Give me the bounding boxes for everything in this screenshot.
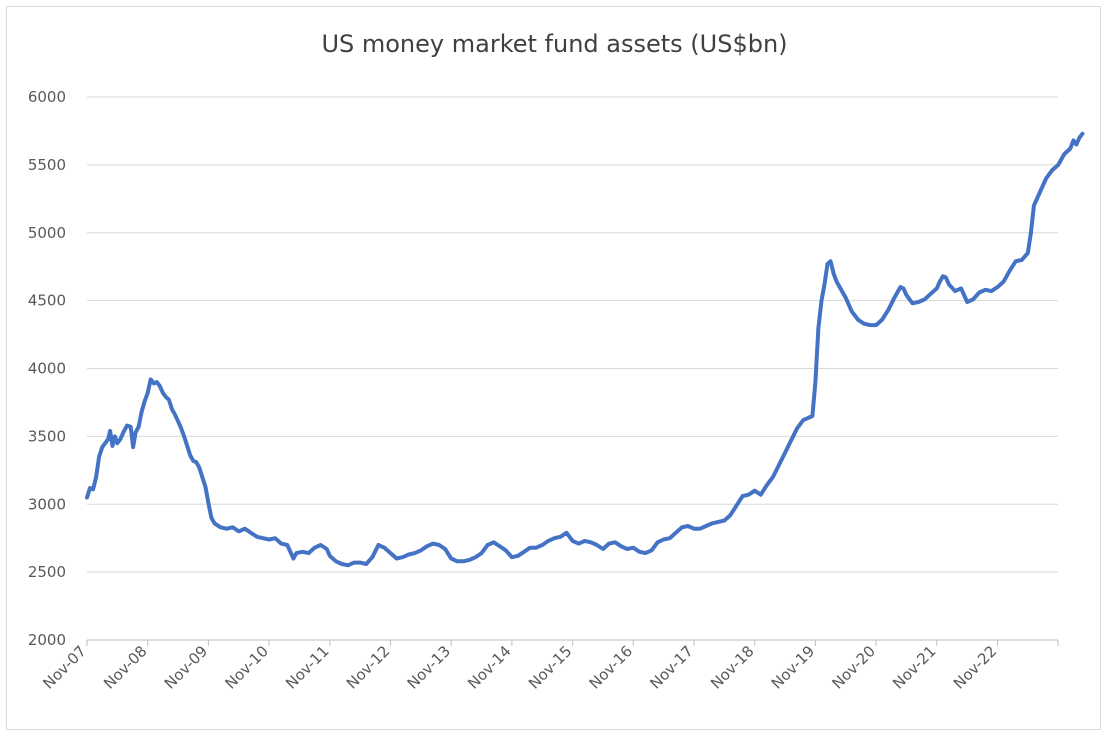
x-tick-label: Nov-07 <box>39 642 89 692</box>
tick-labels: 2000 2500 3000 3500 4000 4500 5000 5500 6000 Nov-… <box>28 88 1001 693</box>
x-tick-label: Nov-20 <box>828 642 878 692</box>
x-tick-label: Nov-19 <box>768 642 818 692</box>
x-tick-label: Nov-17 <box>646 642 696 692</box>
x-tick-label: Nov-22 <box>950 642 1000 692</box>
x-tick-label: Nov-16 <box>586 642 636 692</box>
y-tick-label: 3500 <box>28 427 66 445</box>
y-tick-label: 4000 <box>28 360 66 378</box>
x-tick-label: Nov-18 <box>707 642 757 692</box>
x-tick-label: Nov-13 <box>404 642 454 692</box>
series-layer <box>85 131 1085 568</box>
x-tick-label: Nov-08 <box>100 642 150 692</box>
y-tick-label: 3000 <box>28 495 66 513</box>
x-tick-label: Nov-12 <box>343 642 393 692</box>
x-tick-label: Nov-09 <box>161 642 211 692</box>
gridlines <box>87 96 1058 573</box>
chart-title: US money market fund assets (US$bn) <box>321 30 788 58</box>
y-tick-label: 2000 <box>28 631 66 649</box>
y-tick-label: 2500 <box>28 563 66 581</box>
x-tick-label: Nov-14 <box>464 642 514 692</box>
y-tick-label: 5000 <box>28 224 66 242</box>
series-line-0 <box>85 131 1085 568</box>
x-tick-label: Nov-21 <box>889 642 939 692</box>
y-tick-label: 6000 <box>28 88 66 106</box>
axes <box>86 639 1059 646</box>
x-tick-label: Nov-10 <box>221 642 271 692</box>
x-tick-label: Nov-11 <box>282 642 332 692</box>
x-tick-label: Nov-15 <box>525 642 575 692</box>
y-tick-label: 4500 <box>28 292 66 310</box>
y-tick-label: 5500 <box>28 156 66 174</box>
